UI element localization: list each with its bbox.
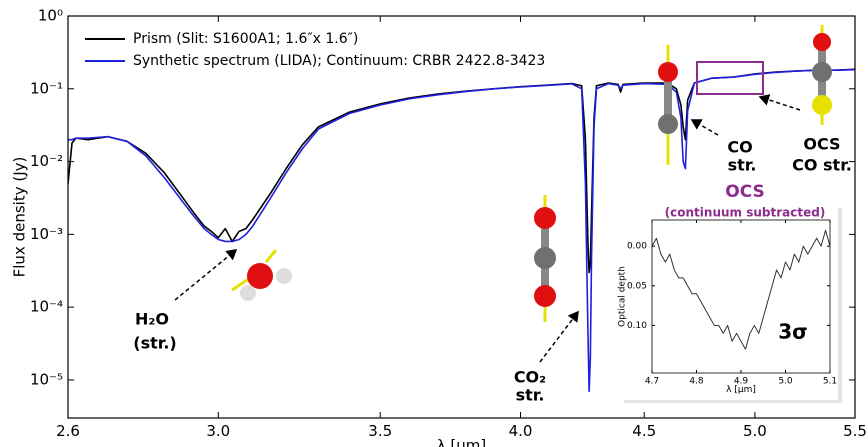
x-tick-label: 4.9 xyxy=(734,377,749,387)
x-tick-label: 4.5 xyxy=(632,422,656,440)
y-tick-label: 10⁻⁵ xyxy=(30,370,63,388)
molecule-ocs xyxy=(812,25,832,125)
y-tick-label: 10⁻³ xyxy=(30,225,63,243)
molecule-h2o xyxy=(231,249,292,301)
annotation: (str.) xyxy=(133,334,176,353)
annotation: str. xyxy=(728,156,757,175)
annotation: OCS xyxy=(803,135,840,154)
annotation: OCS xyxy=(725,182,765,202)
annotation: 3σ xyxy=(778,320,808,344)
molecule-co2 xyxy=(534,195,556,322)
x-tick-label: 4.7 xyxy=(645,377,659,387)
y-tick-label: 0.05 xyxy=(627,281,647,291)
x-axis-label: λ [µm] xyxy=(437,436,487,447)
y-axis-label: Optical depth xyxy=(618,266,628,327)
series-line xyxy=(68,68,855,393)
y-tick-label: 0.10 xyxy=(627,321,647,331)
x-tick-label: 4.8 xyxy=(689,377,704,387)
legend-label: Synthetic spectrum (LIDA); Continuum: CR… xyxy=(133,53,545,69)
x-tick-label: 3.5 xyxy=(368,422,392,440)
annotation: H₂O xyxy=(135,310,169,329)
legend-label: Prism (Slit: S1600A1; 1.6″x 1.6″) xyxy=(133,31,358,47)
y-tick-label: 10⁻² xyxy=(30,152,63,170)
y-tick-label: 0.00 xyxy=(627,242,647,252)
inset-bg xyxy=(620,205,838,400)
x-tick-label: 5.0 xyxy=(743,422,767,440)
x-tick-label: 5.1 xyxy=(823,377,837,387)
arrows xyxy=(174,94,801,363)
x-tick-label: 5.0 xyxy=(778,377,793,387)
x-tick-label: 4.0 xyxy=(509,422,533,440)
highlight-box xyxy=(696,61,764,95)
y-tick-label: 10⁻¹ xyxy=(30,79,63,97)
annotation: CO₂ xyxy=(514,368,546,387)
annotation: CO str. xyxy=(792,156,852,175)
annotation: CO xyxy=(727,138,752,157)
annotation: str. xyxy=(516,386,545,405)
x-tick-label: 3.0 xyxy=(206,422,230,440)
y-axis-label: Flux density (Jy) xyxy=(11,157,29,278)
annotation: (continuum subtracted) xyxy=(665,206,826,220)
axes-frame xyxy=(67,15,856,419)
y-tick-label: 10⁰ xyxy=(38,7,63,25)
molecule-co xyxy=(658,45,678,165)
x-tick-label: 2.6 xyxy=(56,422,80,440)
x-tick-label: 5.5 xyxy=(843,422,867,440)
x-axis-label: λ [µm] xyxy=(726,385,756,395)
axes-frame xyxy=(651,219,831,374)
series-line xyxy=(652,229,830,350)
y-tick-label: 10⁻⁴ xyxy=(30,298,63,316)
